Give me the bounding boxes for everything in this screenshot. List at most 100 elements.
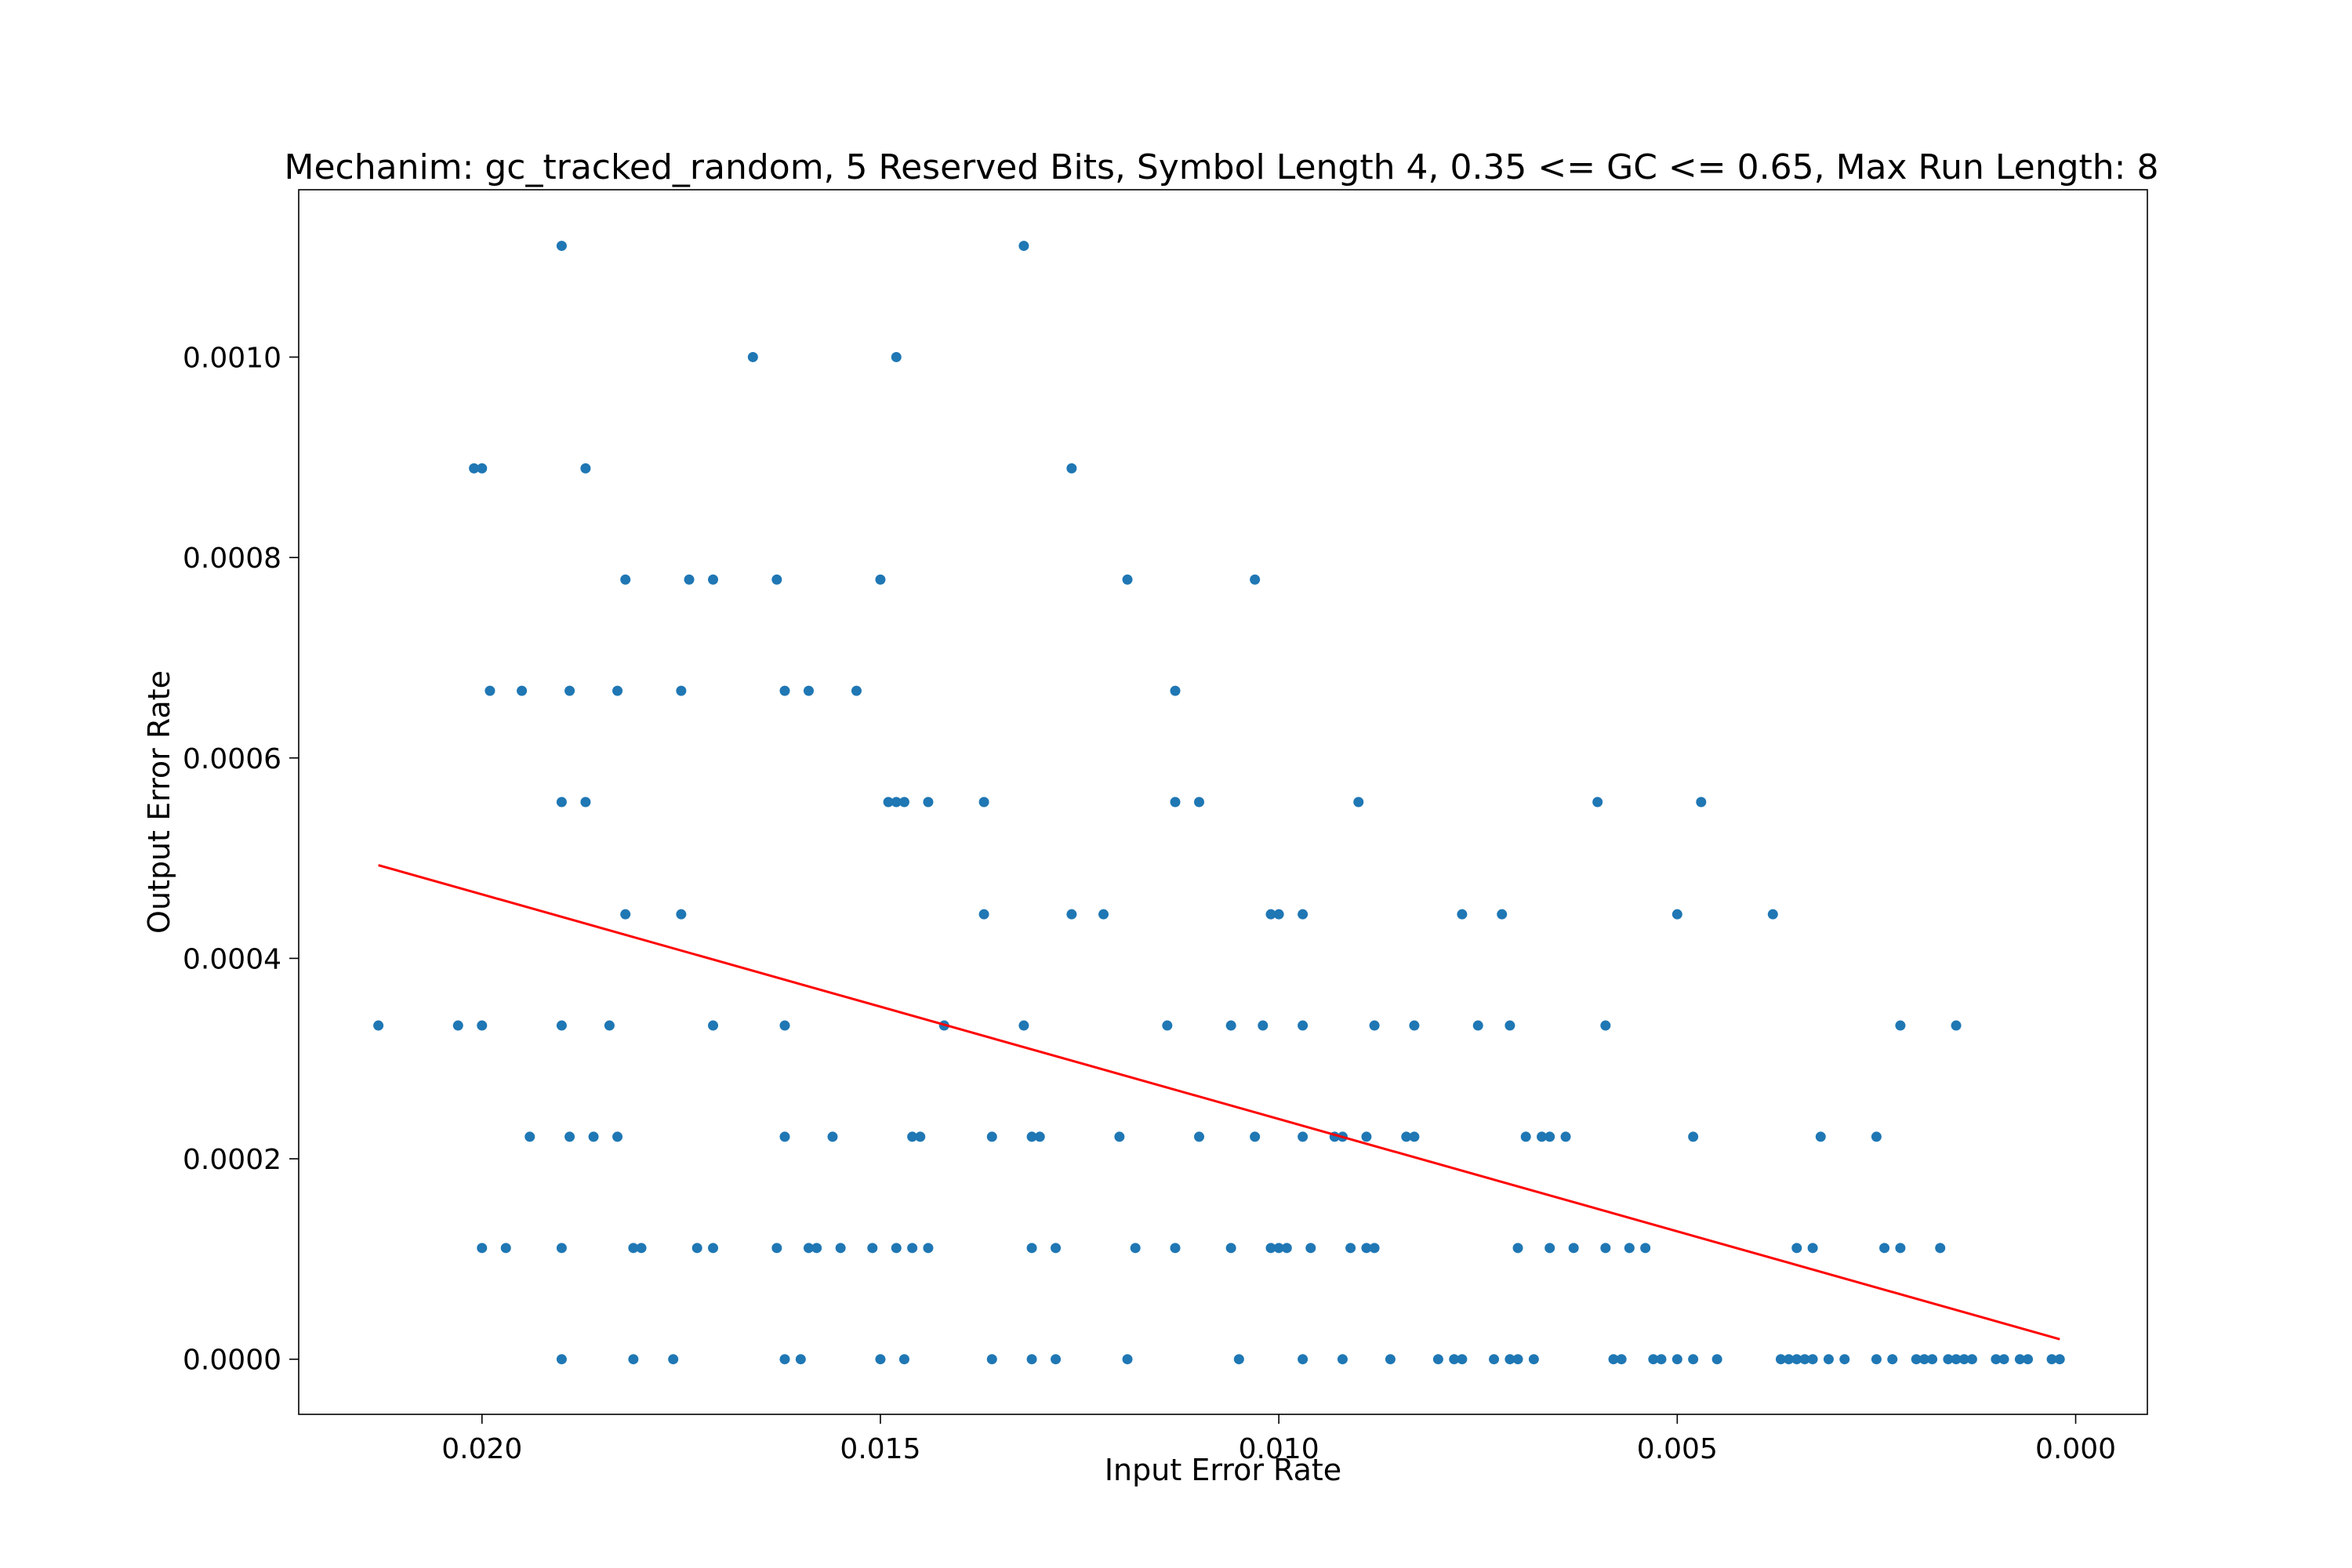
data-point [1472, 1020, 1483, 1031]
data-point [1648, 1354, 1659, 1365]
data-point [898, 1354, 909, 1365]
data-point [517, 685, 528, 696]
data-point [1361, 1131, 1372, 1142]
data-point [1298, 1131, 1308, 1142]
data-point [1281, 1243, 1292, 1254]
data-point [668, 1354, 679, 1365]
data-point [1250, 574, 1261, 585]
data-point [469, 463, 480, 474]
data-point [915, 1131, 926, 1142]
data-point [1871, 1354, 1882, 1365]
data-point [1449, 1354, 1460, 1365]
y-tick-label: 0.0000 [183, 1345, 281, 1377]
data-point [1592, 797, 1603, 808]
data-point [1432, 1354, 1443, 1365]
data-point [1791, 1243, 1802, 1254]
data-point [564, 685, 575, 696]
data-point [1273, 909, 1284, 920]
data-point [1457, 1354, 1468, 1365]
data-point [1225, 1243, 1236, 1254]
data-point [1544, 1131, 1555, 1142]
data-point [1895, 1243, 1906, 1254]
data-point [1298, 1020, 1308, 1031]
data-point [1258, 1020, 1269, 1031]
data-point [891, 797, 902, 808]
data-point [1504, 1020, 1515, 1031]
data-point [1911, 1354, 1922, 1365]
data-point [1130, 1243, 1141, 1254]
data-point [771, 1243, 782, 1254]
data-point [556, 797, 567, 808]
data-point [580, 797, 591, 808]
data-point [1640, 1243, 1651, 1254]
data-point [747, 351, 758, 362]
trend-line [378, 864, 2060, 1341]
data-point [1489, 1354, 1500, 1365]
data-point [485, 685, 495, 696]
data-point [684, 574, 695, 585]
ticks-layer: 0.020 0.015 0.010 0.005 0.000 0.0000 0.0002 0.0… [183, 342, 2116, 1465]
data-point [1512, 1243, 1523, 1254]
data-point [1927, 1354, 1938, 1365]
data-point [1337, 1354, 1348, 1365]
data-point [708, 1020, 719, 1031]
y-tick-label: 0.0002 [183, 1144, 281, 1176]
data-point [795, 1354, 806, 1365]
data-point [477, 1020, 488, 1031]
data-point [1026, 1131, 1037, 1142]
data-point [1815, 1131, 1826, 1142]
data-point [1688, 1131, 1699, 1142]
x-tick-label: 0.020 [441, 1433, 522, 1465]
data-point [1823, 1354, 1834, 1365]
data-point [1568, 1243, 1579, 1254]
data-point [907, 1131, 918, 1142]
data-point [1958, 1354, 1969, 1365]
data-point [1194, 1131, 1205, 1142]
data-point [1170, 1243, 1181, 1254]
data-point [1497, 909, 1508, 920]
data-point [1799, 1354, 1810, 1365]
data-point [1250, 1131, 1261, 1142]
data-point [1066, 463, 1077, 474]
data-point [628, 1243, 639, 1254]
data-point [1018, 1020, 1029, 1031]
data-point [1034, 1131, 1045, 1142]
data-point [2046, 1354, 2057, 1365]
data-point [771, 574, 782, 585]
data-point [1671, 1354, 1682, 1365]
data-point [556, 1020, 567, 1031]
data-point [1600, 1020, 1611, 1031]
data-point [986, 1354, 997, 1365]
data-point [1998, 1354, 2009, 1365]
data-point [556, 1354, 567, 1365]
data-point [676, 685, 687, 696]
data-point [978, 909, 989, 920]
data-point [867, 1243, 878, 1254]
data-point [1671, 909, 1682, 920]
data-point [891, 1243, 902, 1254]
data-point [1369, 1243, 1380, 1254]
x-tick-label: 0.005 [1637, 1433, 1718, 1465]
data-point [1711, 1354, 1722, 1365]
data-point [1791, 1354, 1802, 1365]
y-tick-label: 0.0010 [183, 342, 281, 374]
data-point [1871, 1131, 1882, 1142]
data-point [1265, 1243, 1276, 1254]
data-point [1966, 1354, 1977, 1365]
data-point [1051, 1243, 1062, 1254]
points-layer [373, 241, 2065, 1365]
data-point [875, 574, 886, 585]
data-point [1298, 909, 1308, 920]
data-point [1918, 1354, 1929, 1365]
data-point [1225, 1020, 1236, 1031]
data-point [907, 1243, 918, 1254]
data-point [604, 1020, 615, 1031]
data-point [986, 1131, 997, 1142]
data-point [875, 1354, 886, 1365]
data-point [1537, 1131, 1548, 1142]
data-point [1457, 909, 1468, 920]
data-point [1512, 1354, 1523, 1365]
data-point [556, 241, 567, 252]
data-point [1385, 1354, 1396, 1365]
data-point [1879, 1243, 1890, 1254]
